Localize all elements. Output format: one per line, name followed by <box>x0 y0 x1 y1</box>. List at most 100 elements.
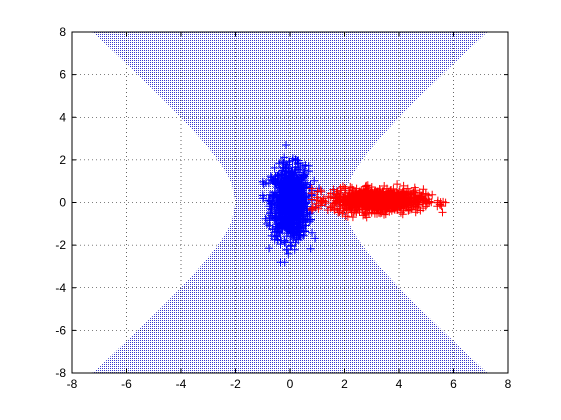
data-point <box>402 187 411 196</box>
data-point <box>268 190 277 199</box>
data-point <box>374 200 383 209</box>
data-point <box>266 172 275 181</box>
data-point <box>398 210 407 219</box>
data-point <box>338 209 347 218</box>
data-point <box>438 208 447 217</box>
data-point <box>385 193 394 202</box>
data-point <box>345 198 354 207</box>
data-point <box>308 228 316 237</box>
y-tick-label: -2 <box>55 238 66 252</box>
x-tick-label: 0 <box>287 377 294 391</box>
data-point <box>326 203 335 212</box>
y-tick-label: -8 <box>55 366 66 380</box>
data-point <box>380 195 389 204</box>
x-tick-label: 8 <box>505 377 512 391</box>
data-point <box>306 180 315 189</box>
data-point <box>359 200 368 209</box>
data-point <box>273 224 282 233</box>
data-point <box>297 174 306 183</box>
data-point <box>266 204 275 213</box>
data-point <box>352 194 361 203</box>
data-point <box>311 234 320 243</box>
data-point <box>308 203 317 212</box>
data-point <box>367 200 376 208</box>
data-point <box>381 191 390 199</box>
data-point <box>301 221 310 230</box>
data-point <box>317 187 326 196</box>
x-tick-label: -8 <box>67 377 78 391</box>
data-point <box>301 161 310 170</box>
x-tick-label: 4 <box>396 377 403 391</box>
data-point <box>258 191 267 200</box>
data-point <box>373 191 382 200</box>
data-point <box>274 179 283 188</box>
data-point <box>275 191 284 200</box>
data-point <box>305 217 314 226</box>
data-point <box>278 213 287 222</box>
data-point <box>265 244 274 253</box>
data-point <box>289 235 298 244</box>
data-point <box>288 212 296 221</box>
data-point <box>286 242 295 251</box>
data-point <box>393 180 402 189</box>
x-axis-tick-labels: -8 -6 -4 -2 0 2 4 6 8 <box>67 377 512 391</box>
data-point <box>287 197 296 206</box>
x-tick-label: -6 <box>121 377 132 391</box>
data-point <box>294 193 303 202</box>
data-point <box>383 197 392 206</box>
data-point <box>419 185 428 194</box>
data-point <box>369 189 378 198</box>
data-point <box>329 185 338 194</box>
data-point <box>349 186 357 195</box>
y-tick-label: -6 <box>55 323 66 337</box>
data-points <box>258 141 450 267</box>
data-point <box>266 209 275 218</box>
data-point <box>265 221 274 230</box>
data-point <box>326 193 335 202</box>
data-point <box>413 205 422 214</box>
data-point <box>284 166 293 175</box>
data-point <box>295 218 304 227</box>
data-point <box>280 236 289 245</box>
data-point <box>348 213 357 222</box>
data-point <box>409 187 418 196</box>
data-point <box>319 194 328 203</box>
data-point <box>399 201 408 210</box>
data-point <box>271 214 280 223</box>
data-point <box>361 195 370 204</box>
data-point <box>404 199 413 208</box>
data-point <box>409 202 418 211</box>
data-point <box>268 176 277 185</box>
data-point <box>307 184 316 193</box>
x-tick-label: -2 <box>230 377 241 391</box>
data-point <box>271 232 280 241</box>
data-point <box>290 189 299 198</box>
data-point <box>332 191 341 200</box>
data-point <box>324 192 333 201</box>
data-point <box>287 241 296 250</box>
data-point <box>269 197 278 206</box>
data-point <box>284 249 293 258</box>
data-point <box>279 159 288 167</box>
data-point <box>278 170 287 179</box>
data-point <box>388 204 396 213</box>
series-1 <box>258 141 324 267</box>
data-point <box>417 192 426 201</box>
y-tick-label: 6 <box>59 68 66 82</box>
data-point <box>340 184 349 193</box>
data-point <box>261 178 270 187</box>
data-point <box>363 191 372 200</box>
data-point <box>312 193 321 202</box>
data-point <box>382 207 391 215</box>
data-point <box>261 214 270 223</box>
data-point <box>278 157 286 166</box>
data-point <box>282 187 291 196</box>
x-tick-label: 2 <box>341 377 348 391</box>
data-point <box>299 200 308 209</box>
data-point <box>280 153 289 162</box>
data-point <box>379 187 388 196</box>
data-point <box>294 214 303 223</box>
y-tick-label: 2 <box>59 153 66 167</box>
data-point <box>282 141 290 149</box>
data-point <box>352 184 361 193</box>
